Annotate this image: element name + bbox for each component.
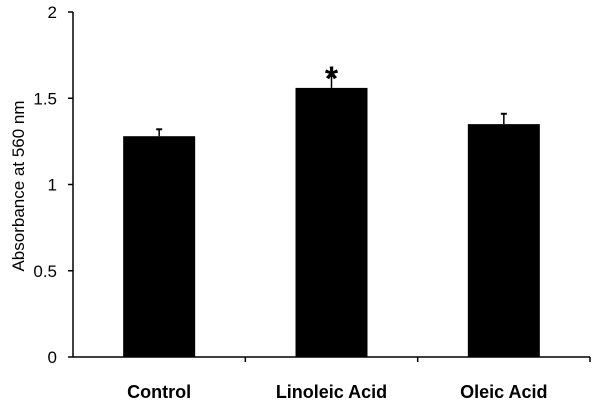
y-tick-label: 2 [48, 3, 57, 22]
y-tick-label: 0.5 [33, 262, 57, 281]
bar [467, 124, 540, 357]
y-tick-label: 1.5 [33, 89, 57, 108]
y-axis-label: Absorbance at 560 nm [9, 100, 28, 271]
x-category-label: Oleic Acid [460, 382, 547, 402]
bar [123, 136, 196, 357]
y-tick-label: 1 [48, 176, 57, 195]
significance-marker: * [325, 60, 339, 98]
y-tick-label: 0 [48, 348, 57, 367]
x-category-label: Control [127, 382, 191, 402]
x-category-label: Linoleic Acid [276, 382, 387, 402]
bar [295, 87, 368, 358]
